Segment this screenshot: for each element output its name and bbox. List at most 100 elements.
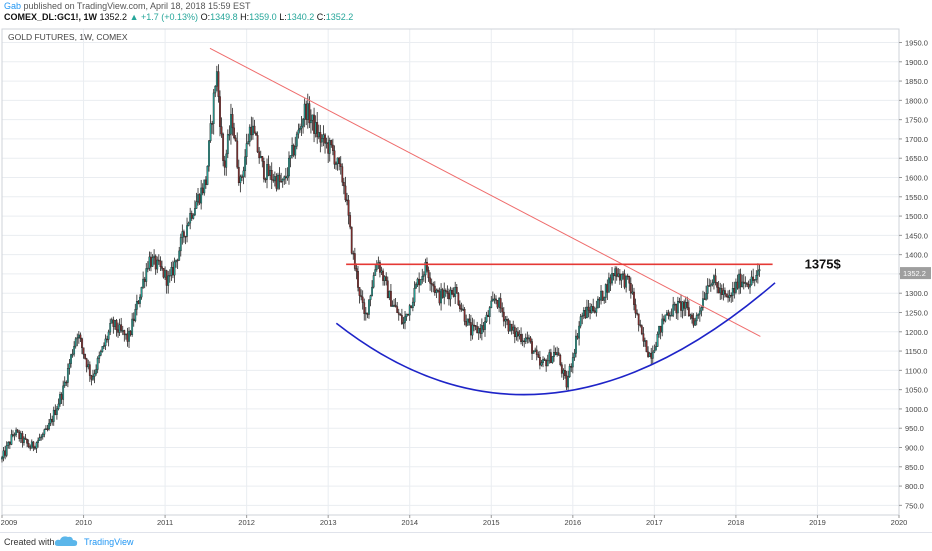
candle-up — [490, 300, 493, 308]
candle-down — [319, 132, 322, 143]
candle-down — [220, 126, 223, 135]
candle-up — [722, 290, 725, 295]
gold-futures-chart[interactable]: 1375$ 750.0 800.0 850.0 900.0 950.0 1000.0 105… — [0, 24, 932, 532]
candle-down — [400, 315, 403, 324]
y-tick-label: 1650.0 — [905, 154, 928, 163]
candle-up — [655, 346, 657, 351]
candle-up — [532, 351, 535, 354]
candle-down — [162, 268, 165, 278]
candle-up — [651, 351, 654, 359]
created-with-label: Created with — [4, 537, 55, 547]
candle-down — [678, 300, 681, 303]
candle-up — [252, 125, 254, 136]
chart-header: Gab published on TradingView.com, April … — [0, 0, 932, 24]
candle-up — [5, 445, 8, 456]
candle-down — [198, 194, 201, 204]
candle-up — [695, 315, 698, 322]
candle-up — [408, 305, 411, 316]
candle-up — [226, 134, 229, 155]
candle-up — [131, 318, 134, 335]
candle-up — [735, 281, 737, 293]
y-tick-label: 1250.0 — [905, 309, 928, 318]
candle-up — [393, 304, 395, 307]
candle-down — [418, 278, 421, 286]
candle-down — [358, 287, 361, 296]
candle-down — [507, 319, 510, 332]
candle-up — [40, 436, 43, 439]
candle-down — [438, 290, 441, 304]
high-label: H: — [240, 12, 250, 22]
candle-up — [466, 318, 469, 326]
candle-up — [156, 259, 159, 270]
candle-down — [407, 313, 410, 316]
candle-down — [29, 446, 32, 449]
candle-down — [183, 231, 185, 237]
candle-down — [628, 276, 631, 284]
candle-up — [195, 201, 198, 209]
candle-down — [305, 103, 308, 120]
candle-down — [250, 126, 253, 136]
chart-title: GOLD FUTURES, 1W, COMEX — [8, 32, 128, 42]
candle-down — [264, 178, 267, 181]
candle-up — [300, 125, 303, 129]
y-tick-label: 1150.0 — [905, 347, 927, 356]
candle-up — [277, 174, 279, 189]
candle-up — [694, 320, 697, 326]
candle-up — [121, 330, 124, 332]
candle-down — [129, 330, 132, 335]
candle-up — [471, 324, 474, 336]
candle-up — [415, 284, 417, 289]
candle-up — [493, 298, 496, 301]
candle-up — [228, 133, 231, 136]
candle-up — [669, 314, 671, 317]
candle-up — [488, 307, 491, 317]
candle-up — [214, 85, 217, 94]
descending-trendline — [209, 47, 761, 337]
candle-up — [59, 394, 61, 405]
candle-up — [247, 141, 250, 144]
candle-down — [241, 176, 243, 178]
candle-up — [578, 325, 580, 339]
candle-up — [512, 326, 515, 331]
tradingview-brand[interactable]: TradingView — [84, 537, 134, 547]
candle-down — [233, 127, 235, 139]
y-tick-label: 750.0 — [905, 501, 924, 510]
candle-down — [237, 166, 240, 184]
candle-down — [115, 320, 118, 331]
candle-up — [303, 103, 306, 120]
price-axis[interactable]: 750.0 800.0 850.0 900.0 950.0 1000.0 1050.0 110… — [899, 39, 931, 511]
candle-up — [124, 333, 127, 336]
symbol: COMEX_DL:GC1!, 1W — [4, 12, 98, 22]
y-tick-label: 1500.0 — [905, 212, 928, 221]
candle-up — [422, 274, 425, 277]
candle-down — [292, 145, 295, 156]
candle-up — [273, 176, 276, 182]
candle-up — [369, 295, 372, 300]
author-link[interactable]: Gab — [4, 1, 22, 11]
candle-down — [385, 276, 388, 282]
candle-down — [501, 307, 504, 313]
candle-up — [617, 273, 620, 277]
candle-down — [615, 268, 618, 277]
candle-down — [390, 290, 392, 307]
candle-down — [576, 335, 579, 339]
x-tick-label: 2013 — [320, 518, 337, 527]
candle-up — [63, 381, 66, 387]
candle-down — [154, 255, 157, 270]
candle-down — [280, 180, 283, 183]
candle-down — [531, 341, 533, 354]
candle-up — [509, 323, 511, 332]
candle-down — [612, 273, 615, 277]
candle-up — [620, 274, 623, 281]
candle-up — [661, 318, 664, 333]
candle-up — [178, 250, 181, 261]
candle-down — [495, 298, 497, 301]
candle-down — [733, 288, 736, 293]
candle-up — [23, 437, 25, 443]
time-axis[interactable]: 2009 2010 2011 2012 2013 2014 2015 2016 2017 2018… — [1, 515, 908, 527]
candle-down — [587, 306, 590, 311]
candle-up — [421, 276, 424, 280]
high-value: 1359.0 — [249, 12, 277, 22]
candle-up — [542, 359, 544, 363]
candles — [1, 64, 761, 463]
